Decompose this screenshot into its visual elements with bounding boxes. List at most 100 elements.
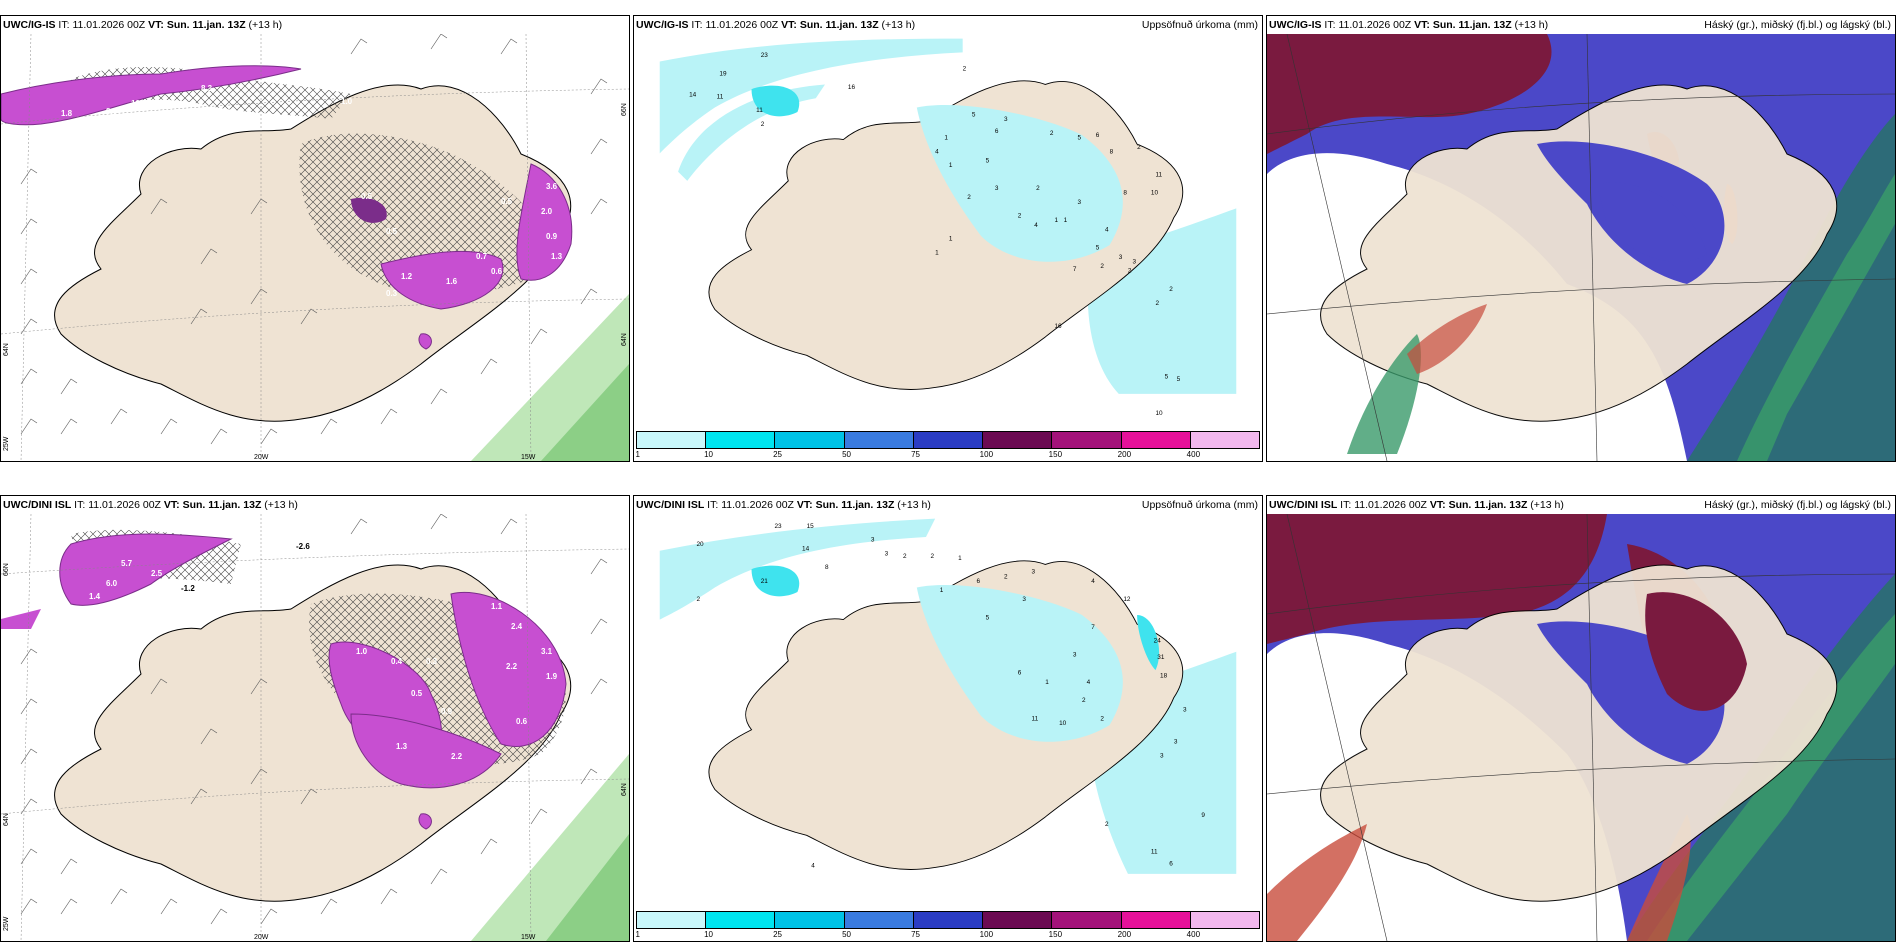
colorbar-swatch xyxy=(913,912,984,928)
svg-text:1: 1 xyxy=(1045,679,1049,686)
cloud-cover-map xyxy=(1267,34,1895,461)
colorbar-swatch xyxy=(706,432,776,448)
lon-label-left: 25W xyxy=(3,436,10,451)
svg-text:6: 6 xyxy=(1096,132,1100,139)
svg-text:1.0: 1.0 xyxy=(356,647,368,656)
svg-text:2: 2 xyxy=(1169,286,1173,293)
svg-text:0.9: 0.9 xyxy=(441,707,453,716)
svg-text:15: 15 xyxy=(807,523,815,530)
svg-text:11: 11 xyxy=(717,93,724,100)
svg-text:1: 1 xyxy=(935,249,939,256)
svg-text:6: 6 xyxy=(1018,670,1022,677)
svg-text:2: 2 xyxy=(1050,130,1054,137)
accum-precip-map: 23 15 20 3 3 2 2 8 14 21 2 1 1 6 2 3 5 3… xyxy=(659,514,1237,874)
colorbar-labels: 1 10 25 50 75 100 150 200 400 xyxy=(635,450,1201,459)
lon-label-mid: 20W xyxy=(254,454,269,461)
svg-text:5.7: 5.7 xyxy=(121,559,133,568)
svg-text:3: 3 xyxy=(1032,569,1036,576)
svg-text:2: 2 xyxy=(761,121,765,128)
panel-bottom-clouds: UWC/DINI ISL IT: 11.01.2026 00Z VT: Sun.… xyxy=(1266,495,1896,942)
svg-text:1: 1 xyxy=(958,555,962,562)
lat-label-mid: 64N xyxy=(3,343,10,356)
svg-text:2: 2 xyxy=(1018,213,1022,220)
svg-text:8: 8 xyxy=(1110,148,1114,155)
svg-text:7: 7 xyxy=(1073,266,1077,273)
colorbar-labels: 1 10 25 50 75 100 150 200 400 xyxy=(635,930,1201,939)
panel-title: Háský (gr.), miðský (fj.bl.) og lágský (… xyxy=(1704,499,1891,511)
svg-text:0.3: 0.3 xyxy=(426,657,438,666)
svg-text:11: 11 xyxy=(1155,171,1162,178)
svg-text:0.5: 0.5 xyxy=(501,197,513,206)
svg-text:11: 11 xyxy=(1151,849,1158,856)
svg-text:1.9: 1.9 xyxy=(546,672,558,681)
colorbar xyxy=(636,911,1260,929)
svg-text:0.4: 0.4 xyxy=(391,657,403,666)
lon-label-mid: 20W xyxy=(254,934,269,941)
svg-text:1.8: 1.8 xyxy=(61,109,73,118)
svg-text:5: 5 xyxy=(1096,245,1100,252)
svg-text:2: 2 xyxy=(931,553,935,560)
lon-label-left: 25W xyxy=(3,916,10,931)
lon-label-right: 15W xyxy=(521,934,536,941)
svg-text:1: 1 xyxy=(940,587,944,594)
svg-text:6: 6 xyxy=(995,128,999,135)
svg-text:8.3: 8.3 xyxy=(201,84,213,93)
svg-text:10: 10 xyxy=(1151,190,1159,197)
lon-label-right: 15W xyxy=(521,454,536,461)
svg-text:6.0: 6.0 xyxy=(106,579,118,588)
panel-header: UWC/IG-IS IT: 11.01.2026 00Z VT: Sun. 11… xyxy=(636,19,916,31)
colorbar-swatch xyxy=(706,912,776,928)
svg-text:3: 3 xyxy=(1022,596,1026,603)
svg-text:1.6: 1.6 xyxy=(446,277,458,286)
svg-text:10: 10 xyxy=(1155,410,1163,417)
panel-top-precip-wind: UWC/IG-IS IT: 11.01.2026 00Z VT: Sun. 11… xyxy=(0,15,630,462)
svg-text:5: 5 xyxy=(986,158,990,165)
panel-top-clouds: UWC/IG-IS IT: 11.01.2026 00Z VT: Sun. 11… xyxy=(1266,15,1896,462)
svg-text:5: 5 xyxy=(1077,135,1081,142)
svg-text:2: 2 xyxy=(1137,144,1141,151)
colorbar-swatch xyxy=(983,912,1053,928)
svg-text:3.6: 3.6 xyxy=(546,182,558,191)
svg-text:3: 3 xyxy=(885,550,889,557)
svg-text:4: 4 xyxy=(1034,222,1038,229)
accum-precip-map: 23 19 14 11 16 11 2 2 1 1 4 5 3 5 6 2 5 … xyxy=(659,34,1237,417)
svg-text:5: 5 xyxy=(1177,376,1181,383)
svg-text:10: 10 xyxy=(1059,720,1067,727)
svg-text:7: 7 xyxy=(1091,624,1095,631)
svg-text:3: 3 xyxy=(1077,199,1081,206)
colorbar-swatch xyxy=(844,912,914,928)
panel-header: UWC/DINI ISL IT: 11.01.2026 00Z VT: Sun.… xyxy=(636,499,931,511)
svg-text:14: 14 xyxy=(689,91,697,98)
svg-text:12.7: 12.7 xyxy=(131,99,147,108)
svg-text:1: 1 xyxy=(1054,217,1058,224)
svg-text:6: 6 xyxy=(1169,861,1173,868)
svg-text:24: 24 xyxy=(1154,638,1162,645)
panel-bottom-precip-wind: UWC/DINI ISL IT: 11.01.2026 00Z VT: Sun.… xyxy=(0,495,630,942)
svg-text:3: 3 xyxy=(1119,254,1123,261)
panel-header: UWC/DINI ISL IT: 11.01.2026 00Z VT: Sun.… xyxy=(1269,499,1564,511)
svg-text:3: 3 xyxy=(995,185,999,192)
colorbar-swatch xyxy=(637,432,707,448)
svg-text:1.0: 1.0 xyxy=(341,97,353,106)
svg-text:0.5: 0.5 xyxy=(411,689,423,698)
panel-header: UWC/IG-IS IT: 11.01.2026 00Z VT: Sun. 11… xyxy=(3,19,283,31)
svg-text:11: 11 xyxy=(1032,716,1039,723)
svg-text:1: 1 xyxy=(949,236,953,243)
svg-text:2: 2 xyxy=(1082,697,1086,704)
svg-text:1: 1 xyxy=(949,162,953,169)
colorbar-swatch xyxy=(1190,432,1259,448)
panel-top-accum: UWC/IG-IS IT: 11.01.2026 00Z VT: Sun. 11… xyxy=(633,15,1263,462)
svg-text:2: 2 xyxy=(1105,821,1109,828)
svg-text:23: 23 xyxy=(774,523,782,530)
svg-text:4: 4 xyxy=(1087,679,1091,686)
svg-text:2: 2 xyxy=(1036,185,1040,192)
svg-text:8: 8 xyxy=(825,564,829,571)
lat-label-top: 66N xyxy=(3,563,10,576)
colorbar-swatch xyxy=(1052,912,1122,928)
svg-text:1: 1 xyxy=(944,135,948,142)
svg-text:6: 6 xyxy=(976,578,980,585)
svg-text:2: 2 xyxy=(696,596,700,603)
panel-title: Uppsöfnuð úrkoma (mm) xyxy=(1141,499,1258,511)
svg-text:2.0: 2.0 xyxy=(541,207,553,216)
svg-text:1.1: 1.1 xyxy=(491,602,503,611)
